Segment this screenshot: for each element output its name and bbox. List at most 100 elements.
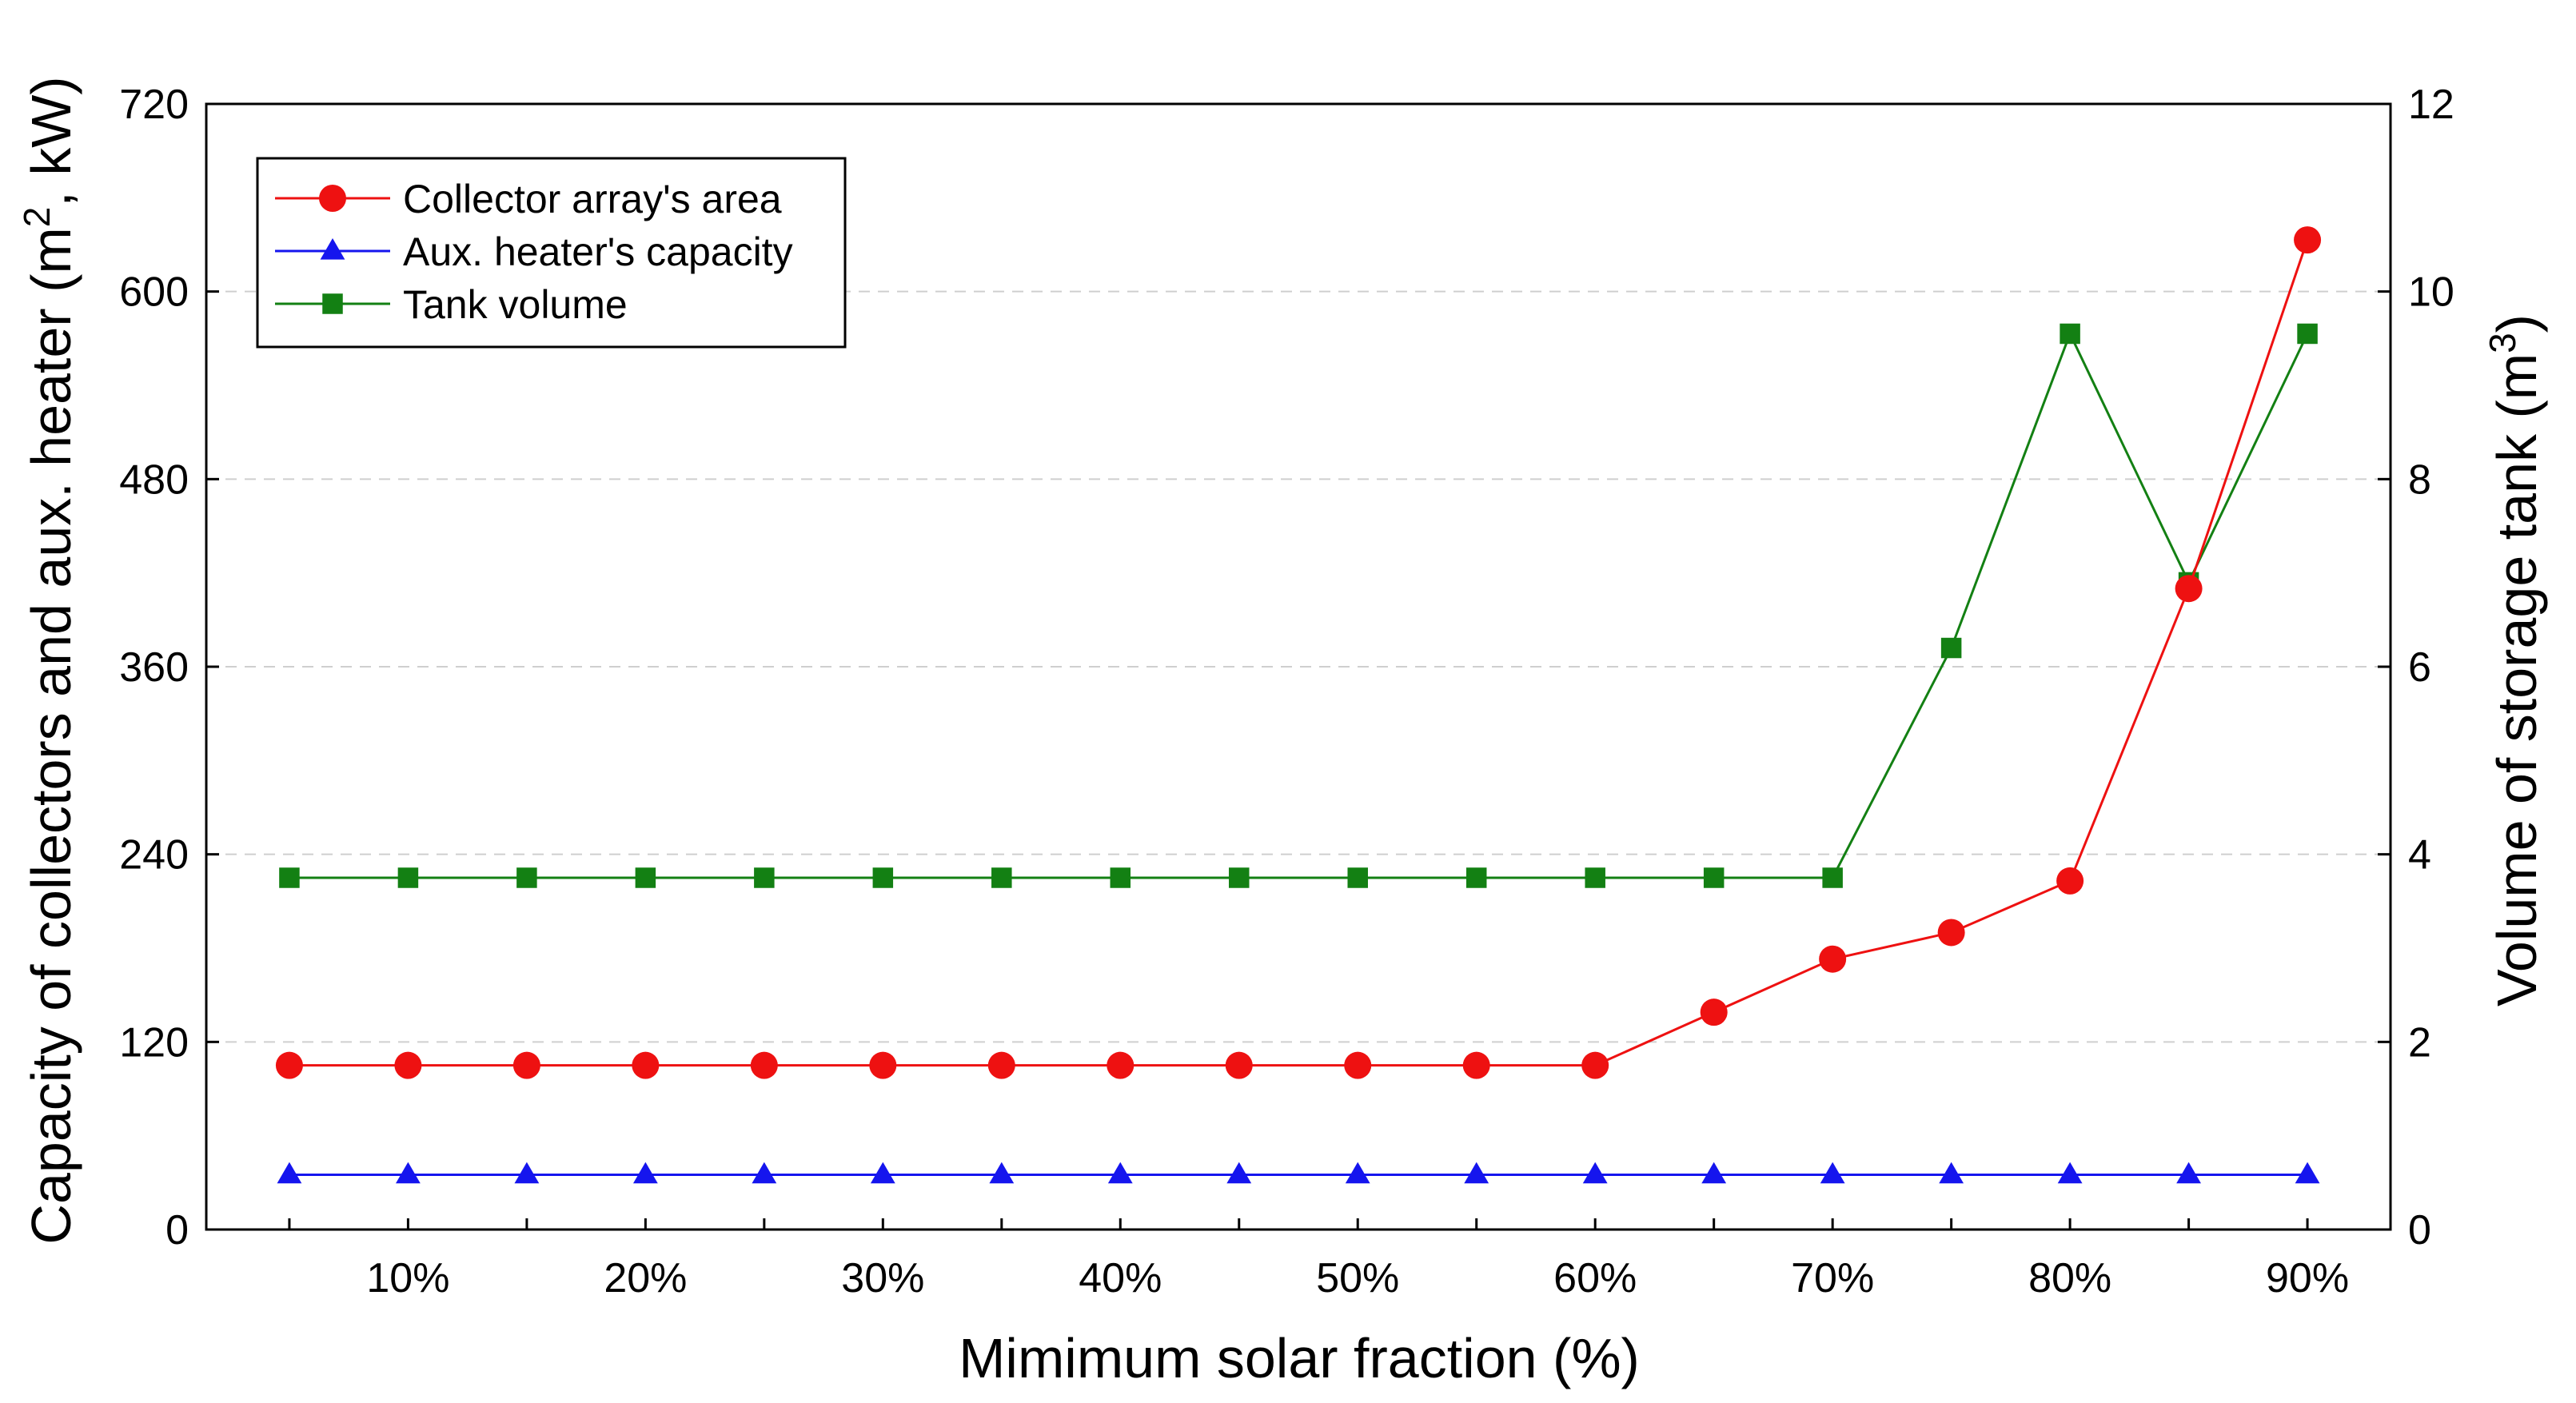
x-tick-label: 50% — [1316, 1255, 1399, 1301]
data-point — [394, 1051, 422, 1079]
data-point — [752, 1162, 777, 1184]
series-square — [279, 323, 2318, 888]
data-point — [991, 867, 1012, 888]
x-tick-label: 90% — [2266, 1255, 2349, 1301]
x-axis-title: Mimimum solar fraction (%) — [959, 1327, 1640, 1389]
data-point — [397, 867, 419, 888]
data-point — [750, 1051, 778, 1079]
legend-marker — [320, 238, 345, 260]
axes: 0 120 240 360 480 600 720 0 2 4 6 8 10 12 10% 20% 30% 40%… — [119, 82, 2454, 1301]
x-tick-label: 60% — [1553, 1255, 1637, 1301]
y-right-tick-label: 10 — [2408, 269, 2454, 316]
data-point — [1582, 1162, 1608, 1184]
legend: Collector array's area Aux. heater's capa… — [256, 157, 847, 349]
data-point — [1226, 1162, 1252, 1184]
data-point — [2295, 1162, 2320, 1184]
data-point — [989, 1162, 1015, 1184]
data-point — [277, 1162, 302, 1184]
y-axis-right-title-sup: 3 — [2482, 333, 2523, 353]
data-point — [1940, 637, 1962, 659]
data-point — [1701, 1162, 1727, 1184]
y-axis-left-title-sup: 2 — [16, 207, 58, 228]
legend-marker — [322, 293, 343, 314]
data-point — [1107, 1162, 1133, 1184]
data-point — [1462, 1051, 1490, 1079]
data-point — [632, 1162, 658, 1184]
y-right-tick-label: 0 — [2408, 1207, 2431, 1254]
series-line — [289, 330, 2309, 879]
data-point — [632, 1051, 660, 1079]
data-point — [1345, 1162, 1370, 1184]
data-point — [516, 867, 537, 888]
data-point — [754, 867, 775, 888]
y-right-tick-label: 6 — [2408, 644, 2431, 691]
y-axis-right-title-suffix: ) — [2486, 314, 2548, 333]
y-axis-left-title: Capacity of collectors and aux. heater (… — [16, 76, 82, 1244]
data-point — [1229, 867, 1250, 888]
legend-box — [256, 157, 847, 349]
data-point — [1585, 867, 1605, 888]
legend-label: Aux. heater's capacity — [403, 229, 793, 274]
data-point — [987, 1051, 1015, 1079]
data-point — [1344, 1051, 1372, 1079]
y-axis-right-title-prefix: Volume of storage tank (m — [2486, 353, 2548, 1006]
data-point — [872, 867, 894, 888]
data-point — [1347, 867, 1368, 888]
x-tick-label: 10% — [366, 1255, 449, 1301]
data-point — [2175, 575, 2203, 603]
y-axis-right-title: Volume of storage tank (m3) — [2482, 314, 2548, 1006]
y-left-tick-label: 600 — [119, 269, 189, 316]
data-point — [1822, 867, 1843, 888]
data-point — [1464, 1162, 1489, 1184]
data-point — [396, 1162, 421, 1184]
data-point — [1581, 1051, 1609, 1079]
legend-label: Tank volume — [403, 282, 628, 327]
data-point — [2297, 323, 2318, 345]
y-left-tick-label: 120 — [119, 1019, 189, 1066]
y-right-tick-label: 2 — [2408, 1019, 2431, 1066]
y-axis-left-title-suffix: , kW) — [20, 76, 82, 206]
series-line — [289, 239, 2309, 1067]
y-left-tick-label: 720 — [119, 82, 189, 128]
x-tick-label: 40% — [1079, 1255, 1162, 1301]
data-point — [2060, 323, 2080, 345]
data-point — [1465, 867, 1487, 888]
data-point — [2056, 867, 2084, 895]
data-point — [1703, 867, 1725, 888]
data-point — [1820, 1162, 1845, 1184]
legend-label: Collector array's area — [403, 177, 782, 221]
x-tick-label: 80% — [2028, 1255, 2111, 1301]
data-point — [1225, 1051, 1253, 1079]
series-circle — [275, 226, 2322, 1079]
y-right-tick-label: 4 — [2408, 832, 2431, 879]
data-point — [2176, 1162, 2201, 1184]
y-right-tick-label: 12 — [2408, 82, 2454, 128]
data-point — [1937, 919, 1965, 947]
data-point — [514, 1162, 540, 1184]
data-point — [870, 1162, 895, 1184]
y-left-tick-label: 480 — [119, 456, 189, 503]
y-left-tick-label: 240 — [119, 832, 189, 879]
data-point — [635, 867, 656, 888]
data-point — [1939, 1162, 1964, 1184]
x-tick-label: 70% — [1791, 1255, 1874, 1301]
data-point — [1700, 998, 1728, 1026]
legend-marker — [319, 185, 346, 212]
series-layer — [275, 226, 2322, 1184]
data-point — [1819, 945, 1847, 973]
data-point — [279, 867, 300, 888]
x-tick-label: 30% — [841, 1255, 924, 1301]
y-left-tick-label: 0 — [165, 1207, 189, 1254]
data-point — [2057, 1162, 2083, 1184]
y-axis-left-title-prefix: Capacity of collectors and aux. heater (… — [20, 227, 82, 1244]
data-point — [1110, 867, 1131, 888]
x-tick-label: 20% — [604, 1255, 687, 1301]
data-point — [869, 1051, 897, 1079]
series-triangle — [277, 1162, 2320, 1184]
data-point — [512, 1051, 540, 1079]
y-left-tick-label: 360 — [119, 644, 189, 691]
y-right-tick-label: 8 — [2408, 456, 2431, 503]
data-point — [2294, 226, 2322, 254]
data-point — [1107, 1051, 1134, 1079]
